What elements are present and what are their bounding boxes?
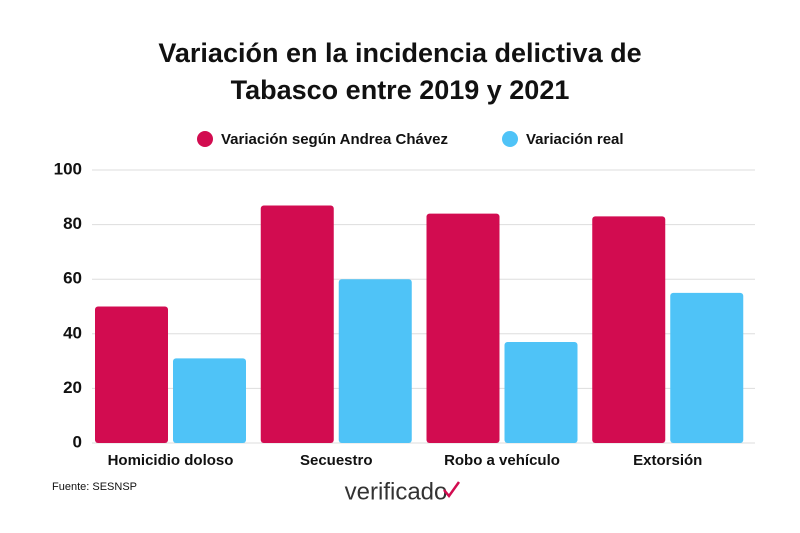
logo: verificado — [345, 478, 448, 505]
legend-marker — [502, 131, 518, 147]
y-tick-label: 40 — [63, 323, 82, 342]
x-tick-label: Extorsión — [633, 452, 702, 469]
chart-title: Variación en la incidencia delictiva de — [158, 38, 641, 68]
y-tick-label: 20 — [63, 378, 82, 397]
y-tick-label: 80 — [63, 214, 82, 233]
bar — [426, 213, 500, 443]
y-tick-label: 100 — [54, 159, 82, 178]
legend-label: Variación según Andrea Chávez — [221, 131, 448, 148]
x-tick-label: Robo a vehículo — [444, 452, 560, 469]
bar — [260, 205, 334, 443]
bar — [504, 341, 578, 443]
bar — [95, 306, 168, 443]
bar — [592, 216, 666, 443]
x-tick-label: Homicidio doloso — [108, 452, 234, 469]
legend-marker — [197, 131, 213, 147]
bar — [338, 279, 412, 443]
logo-check — [443, 481, 461, 499]
legend-label: Variación real — [526, 131, 624, 148]
y-tick-label: 0 — [73, 432, 82, 451]
bar — [173, 358, 246, 443]
bar — [670, 292, 744, 443]
y-tick-label: 60 — [63, 269, 82, 288]
source: Fuente: SESNSP — [52, 481, 137, 493]
x-tick-label: Secuestro — [300, 452, 373, 469]
chart-title: Tabasco entre 2019 y 2021 — [231, 75, 570, 105]
